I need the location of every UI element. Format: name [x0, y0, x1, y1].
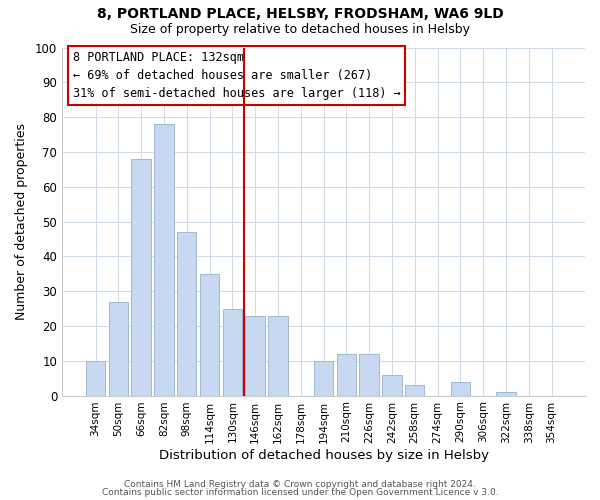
- Bar: [177, 232, 196, 396]
- Bar: [245, 316, 265, 396]
- Bar: [200, 274, 219, 396]
- Text: Contains HM Land Registry data © Crown copyright and database right 2024.: Contains HM Land Registry data © Crown c…: [124, 480, 476, 489]
- Text: Size of property relative to detached houses in Helsby: Size of property relative to detached ho…: [130, 22, 470, 36]
- Bar: [337, 354, 356, 396]
- X-axis label: Distribution of detached houses by size in Helsby: Distribution of detached houses by size …: [158, 450, 488, 462]
- Bar: [154, 124, 173, 396]
- Bar: [109, 302, 128, 396]
- Y-axis label: Number of detached properties: Number of detached properties: [15, 123, 28, 320]
- Bar: [86, 361, 105, 396]
- Bar: [268, 316, 287, 396]
- Bar: [496, 392, 515, 396]
- Bar: [131, 159, 151, 396]
- Text: 8 PORTLAND PLACE: 132sqm
← 69% of detached houses are smaller (267)
31% of semi-: 8 PORTLAND PLACE: 132sqm ← 69% of detach…: [73, 51, 400, 100]
- Text: Contains public sector information licensed under the Open Government Licence v : Contains public sector information licen…: [101, 488, 499, 497]
- Bar: [382, 374, 401, 396]
- Bar: [359, 354, 379, 396]
- Bar: [223, 308, 242, 396]
- Bar: [451, 382, 470, 396]
- Bar: [314, 361, 333, 396]
- Bar: [405, 385, 424, 396]
- Text: 8, PORTLAND PLACE, HELSBY, FRODSHAM, WA6 9LD: 8, PORTLAND PLACE, HELSBY, FRODSHAM, WA6…: [97, 8, 503, 22]
